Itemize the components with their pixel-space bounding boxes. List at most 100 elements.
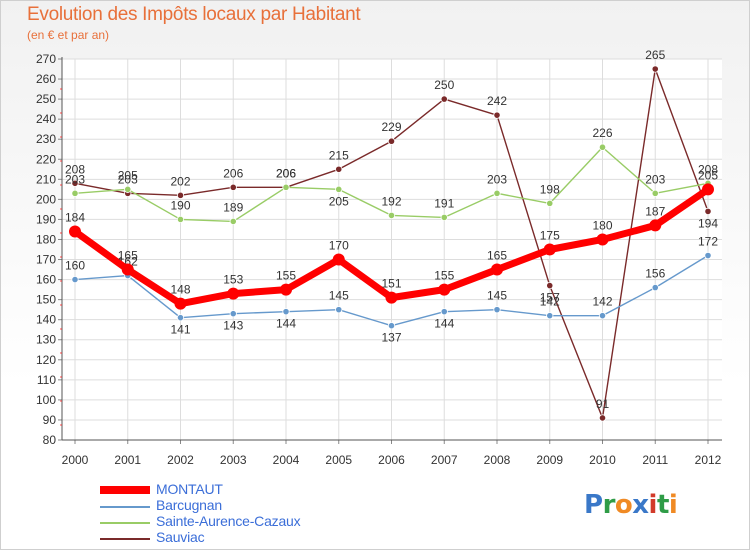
x-tick-label: 2000: [62, 453, 89, 467]
data-label-1: 172: [698, 235, 718, 249]
x-tick-label: 2012: [695, 453, 722, 467]
data-label-1: 145: [487, 289, 507, 303]
x-tick-label: 2008: [484, 453, 511, 467]
x-tick-label: 2006: [378, 453, 405, 467]
logo-letter: r: [602, 490, 616, 520]
data-label-3: 229: [381, 120, 401, 134]
data-point-3: [176, 191, 185, 199]
data-label-2: 203: [65, 172, 85, 186]
data-point-2: [387, 211, 396, 220]
data-label-1: 160: [65, 259, 85, 273]
y-tick-label: 210: [36, 172, 56, 186]
data-label-3: 206: [223, 166, 243, 180]
data-point-2: [229, 217, 237, 226]
data-label-1: 144: [276, 317, 296, 331]
data-point-2: [598, 143, 607, 151]
legend-swatch-barcugnan: [100, 506, 150, 508]
data-point-1: [387, 322, 396, 330]
data-label-3: 206: [276, 166, 296, 180]
data-label-0: 187: [645, 204, 665, 218]
data-label-2: 208: [698, 162, 718, 176]
data-label-0: 175: [540, 229, 560, 243]
y-tick-label: 100: [36, 393, 56, 407]
x-tick-label: 2010: [589, 453, 616, 467]
data-point-2: [176, 215, 185, 224]
data-point-0: [69, 225, 81, 238]
x-tick-label: 2009: [536, 453, 563, 467]
data-point-0: [280, 283, 292, 296]
axis-dot: [60, 280, 62, 282]
data-label-2: 189: [223, 200, 243, 214]
data-label-1: 142: [540, 295, 560, 309]
y-tick-label: 90: [43, 413, 57, 427]
data-point-2: [335, 185, 343, 193]
data-label-0: 165: [118, 249, 138, 263]
data-point-0: [543, 243, 556, 256]
data-point-3: [387, 137, 396, 145]
data-point-1: [704, 251, 712, 260]
data-point-3: [229, 183, 237, 191]
axis-dot: [60, 352, 62, 354]
data-point-3: [71, 179, 79, 187]
data-label-0: 153: [223, 273, 243, 287]
data-label-3: 202: [170, 174, 190, 188]
y-tick-label: 220: [36, 152, 56, 166]
proxiti-logo: Proxiti: [584, 490, 678, 520]
x-tick-label: 2002: [167, 453, 194, 467]
data-label-2: 192: [381, 194, 401, 208]
axis-dot: [60, 160, 62, 162]
y-tick-label: 270: [36, 52, 56, 66]
y-tick-label: 130: [36, 333, 56, 347]
data-label-2: 226: [592, 126, 612, 140]
logo-letter: i: [668, 490, 678, 520]
data-label-3: 265: [645, 48, 665, 62]
axis-dot: [60, 424, 62, 426]
data-label-3: 242: [487, 94, 507, 108]
data-point-0: [385, 291, 398, 304]
data-point-2: [651, 189, 659, 197]
data-point-2: [493, 189, 501, 197]
data-label-3: 215: [329, 148, 349, 162]
data-label-3: 194: [698, 216, 718, 230]
data-point-0: [491, 263, 503, 276]
logo-letter: x: [632, 490, 649, 520]
data-label-0: 180: [592, 218, 612, 232]
data-point-3: [440, 95, 448, 103]
y-tick-label: 260: [36, 72, 56, 86]
axis-dot: [60, 256, 62, 258]
y-tick-label: 120: [36, 353, 56, 367]
data-label-2: 190: [170, 198, 190, 212]
x-tick-label: 2007: [431, 453, 458, 467]
data-point-0: [332, 253, 345, 266]
data-label-3: 203: [118, 172, 138, 186]
data-label-1: 142: [592, 295, 612, 309]
data-label-3: 208: [65, 162, 85, 176]
data-label-0: 155: [276, 269, 296, 283]
axis-dot: [60, 400, 62, 402]
chart-title: Evolution des Impôts locaux par Habitant: [27, 4, 361, 25]
data-point-3: [546, 281, 554, 290]
data-point-2: [440, 213, 448, 222]
data-point-1: [229, 310, 237, 318]
chart-subtitle: (en € et par an): [27, 28, 110, 42]
data-label-3: 250: [434, 78, 454, 92]
axis-dot: [60, 376, 62, 378]
y-tick-label: 170: [36, 253, 56, 267]
data-label-1: 145: [329, 289, 349, 303]
data-label-0: 155: [434, 269, 454, 283]
data-point-1: [440, 308, 448, 316]
data-point-1: [335, 306, 343, 314]
data-point-3: [598, 414, 607, 422]
axis-dot: [60, 136, 62, 138]
data-label-3: 157: [540, 291, 560, 305]
legend-label-barcugnan: Barcugnan: [156, 497, 222, 513]
legend-label-sauviac: Sauviac: [156, 529, 205, 545]
data-point-0: [438, 283, 451, 296]
logo-letter: P: [584, 490, 603, 520]
data-label-2: 205: [329, 194, 349, 208]
data-point-2: [282, 183, 290, 191]
y-tick-label: 160: [36, 273, 56, 287]
data-label-2: 205: [118, 168, 138, 182]
x-tick-label: 2005: [325, 453, 352, 467]
data-label-0: 170: [329, 239, 349, 253]
